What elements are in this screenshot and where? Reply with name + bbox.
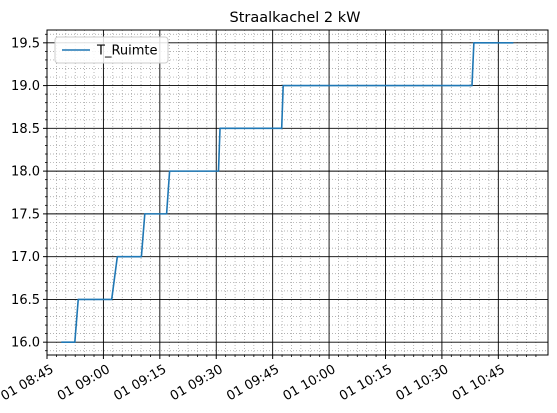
y-tick-label: 19.0 [11, 79, 40, 94]
legend-box [54, 36, 169, 64]
legend: T_Ruimte [54, 36, 169, 64]
axes-frame [46, 29, 549, 356]
y-tick-label: 18.0 [11, 165, 40, 180]
legend-label: T_Ruimte [96, 44, 158, 59]
y-tick-label: 17.0 [11, 250, 40, 265]
series-line-T_Ruimte [61, 42, 514, 343]
y-tick-label: 19.5 [11, 36, 40, 51]
chart-title: Straalkachel 2 kW [230, 10, 361, 26]
minor-grid [47, 30, 548, 355]
y-tick-label: 18.5 [11, 122, 40, 137]
y-tick-label: 16.0 [11, 336, 40, 351]
y-tick-label: 17.5 [11, 207, 40, 222]
y-tick-label: 16.5 [11, 293, 40, 308]
